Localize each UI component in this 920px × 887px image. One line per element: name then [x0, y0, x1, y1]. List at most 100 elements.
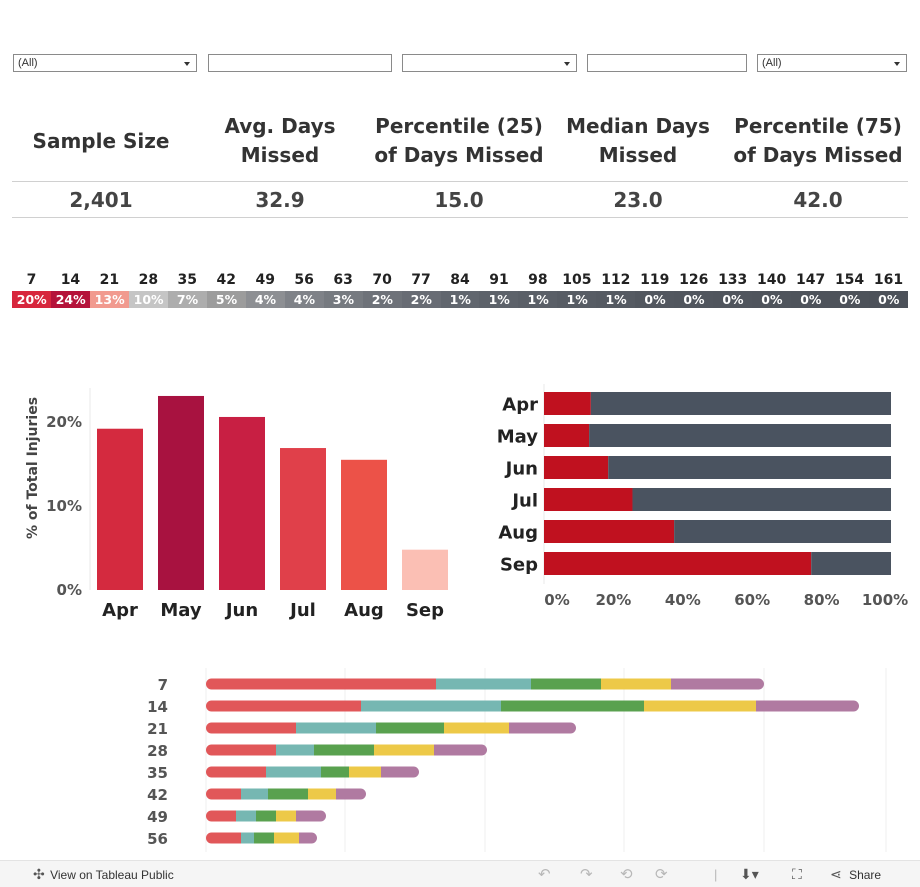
view-on-tableau-link[interactable]: ✣ View on Tableau Public	[33, 866, 174, 883]
day-segment-42-0[interactable]	[206, 788, 242, 800]
day-segment-28-1[interactable]	[276, 744, 315, 756]
bar-apr[interactable]	[97, 428, 143, 590]
day-segment-28-2[interactable]	[314, 744, 375, 756]
day-pct-cell[interactable]: 0%	[791, 291, 831, 308]
day-pct-cell[interactable]: 0%	[869, 291, 909, 308]
day-segment-49-4[interactable]	[296, 810, 327, 822]
day-pct-cell[interactable]: 1%	[557, 291, 597, 308]
day-segment-49-3[interactable]	[276, 810, 297, 822]
day-segment-35-1[interactable]	[266, 766, 322, 778]
filter-1[interactable]: (All)	[13, 54, 197, 72]
day-pct-cell[interactable]: 24%	[50, 291, 91, 308]
filter-5[interactable]: (All)	[757, 54, 907, 72]
day-segment-7-3[interactable]	[601, 678, 672, 690]
day-segment-35-3[interactable]	[349, 766, 382, 778]
stack-segment-apr-0[interactable]	[544, 392, 591, 415]
day-pct-cell[interactable]: 2%	[401, 291, 442, 308]
day-segment-14-1[interactable]	[361, 700, 502, 712]
stack-segment-sep-1[interactable]	[811, 552, 891, 575]
stack-segment-aug-1[interactable]	[674, 520, 891, 543]
day-segment-7-0[interactable]	[206, 678, 437, 690]
day-segment-49-0[interactable]	[206, 810, 237, 822]
bottom-toolbar: ✣ View on Tableau Public ↶ ↷ ⟲ ⟳ | ⬇▾ ⛶ …	[0, 860, 920, 887]
day-segment-21-1[interactable]	[296, 722, 377, 734]
day-pct-cell[interactable]: 0%	[674, 291, 714, 308]
day-segment-14-0[interactable]	[206, 700, 362, 712]
day-pct-cell[interactable]: 13%	[89, 291, 130, 308]
day-pct-cell[interactable]: 2%	[362, 291, 403, 308]
day-pct-cell[interactable]: 0%	[635, 291, 675, 308]
day-pct-cell[interactable]: 0%	[713, 291, 753, 308]
day-pct-cell[interactable]: 1%	[440, 291, 480, 308]
stack-segment-jul-1[interactable]	[632, 488, 891, 511]
day-segment-35-4[interactable]	[381, 766, 420, 778]
day-segment-7-1[interactable]	[436, 678, 532, 690]
fullscreen-icon[interactable]: ⛶	[792, 866, 802, 882]
refresh-icon[interactable]: ⟳	[655, 866, 668, 883]
y-tick-label: 14	[147, 698, 168, 716]
day-segment-21-3[interactable]	[444, 722, 510, 734]
filter-3[interactable]	[402, 54, 577, 72]
undo-icon[interactable]: ↶	[538, 866, 551, 883]
day-pct-cell[interactable]: 5%	[206, 291, 247, 308]
day-pct-cell[interactable]: 1%	[518, 291, 558, 308]
day-segment-21-4[interactable]	[509, 722, 577, 734]
day-pct-cell[interactable]: 4%	[245, 291, 286, 308]
day-segment-21-0[interactable]	[206, 722, 297, 734]
day-segment-56-0[interactable]	[206, 832, 242, 844]
day-segment-42-2[interactable]	[268, 788, 309, 800]
day-segment-56-4[interactable]	[299, 832, 318, 844]
day-segment-35-2[interactable]	[321, 766, 350, 778]
filter-4[interactable]	[587, 54, 747, 72]
day-segment-49-1[interactable]	[236, 810, 257, 822]
kpi-header-p25: Percentile (25) of Days Missed	[370, 110, 548, 172]
day-pct-cell[interactable]: 1%	[596, 291, 636, 308]
x-tick-label: 0%	[544, 591, 569, 609]
day-pct-cell[interactable]: 0%	[830, 291, 870, 308]
day-pct-cell[interactable]: 20%	[12, 291, 52, 308]
bar-may[interactable]	[158, 395, 204, 590]
stack-segment-jun-0[interactable]	[544, 456, 609, 479]
filter-2[interactable]	[208, 54, 392, 72]
stack-segment-apr-1[interactable]	[590, 392, 891, 415]
bar-sep[interactable]	[402, 549, 448, 590]
stack-segment-jul-0[interactable]	[544, 488, 633, 511]
day-pct-cell[interactable]: 7%	[167, 291, 208, 308]
stack-segment-may-1[interactable]	[589, 424, 891, 447]
share-button[interactable]: ⋖ Share	[830, 866, 881, 883]
revert-icon[interactable]: ⟲	[620, 866, 633, 883]
day-pct-cell[interactable]: 10%	[128, 291, 169, 308]
kpi-header-avg-days: Avg. Days Missed	[190, 110, 370, 172]
stack-segment-may-0[interactable]	[544, 424, 590, 447]
day-segment-28-0[interactable]	[206, 744, 277, 756]
redo-icon[interactable]: ↷	[580, 866, 593, 883]
day-segment-7-2[interactable]	[531, 678, 602, 690]
day-segment-56-2[interactable]	[254, 832, 275, 844]
stack-segment-sep-0[interactable]	[544, 552, 812, 575]
day-segment-14-2[interactable]	[501, 700, 645, 712]
day-segment-28-3[interactable]	[374, 744, 435, 756]
day-segment-56-1[interactable]	[241, 832, 255, 844]
bar-jun[interactable]	[219, 416, 265, 590]
download-icon[interactable]: ⬇▾	[740, 866, 759, 882]
kpi-header-median: Median Days Missed	[548, 110, 728, 172]
day-segment-42-3[interactable]	[308, 788, 337, 800]
day-pct-cell[interactable]: 1%	[479, 291, 519, 308]
day-pct-cell[interactable]: 4%	[284, 291, 325, 308]
day-segment-28-4[interactable]	[434, 744, 488, 756]
stack-segment-aug-0[interactable]	[544, 520, 675, 543]
day-segment-7-4[interactable]	[671, 678, 765, 690]
stack-segment-jun-1[interactable]	[608, 456, 891, 479]
day-segment-56-3[interactable]	[274, 832, 300, 844]
day-segment-14-4[interactable]	[756, 700, 860, 712]
day-pct-cell[interactable]: 3%	[323, 291, 364, 308]
day-segment-42-1[interactable]	[241, 788, 269, 800]
day-segment-14-3[interactable]	[644, 700, 757, 712]
bar-aug[interactable]	[341, 459, 387, 590]
day-segment-21-2[interactable]	[376, 722, 445, 734]
day-pct-cell[interactable]: 0%	[752, 291, 792, 308]
day-segment-35-0[interactable]	[206, 766, 267, 778]
day-segment-42-4[interactable]	[336, 788, 367, 800]
day-segment-49-2[interactable]	[256, 810, 277, 822]
bar-jul[interactable]	[280, 448, 326, 590]
